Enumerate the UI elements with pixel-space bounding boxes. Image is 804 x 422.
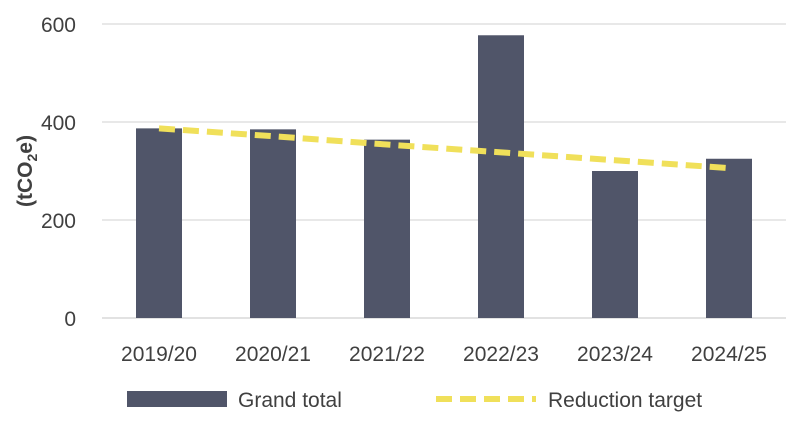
y-tick-label: 600: [41, 14, 76, 37]
x-tick-label: 2023/24: [577, 343, 653, 366]
legend-swatch-grand-total: [127, 391, 227, 407]
gridlines: [102, 23, 786, 319]
x-tick-label: 2021/22: [349, 343, 425, 366]
x-tick-label: 2019/20: [121, 343, 197, 366]
legend-label-grand-total: Grand total: [238, 389, 342, 412]
x-tick-label: 2022/23: [463, 343, 539, 366]
y-axis-label: (tCO2e): [14, 135, 40, 207]
reduction-target-line: [158, 125, 730, 172]
bar: [592, 171, 638, 318]
x-tick-label: 2020/21: [235, 343, 311, 366]
bar: [136, 128, 182, 318]
bar: [706, 158, 752, 318]
bar: [250, 129, 296, 318]
y-tick-label: 200: [41, 210, 76, 233]
legend: Grand total Reduction target: [127, 389, 702, 412]
y-tick-labels: 0 200 400 600: [41, 14, 76, 331]
bar: [478, 35, 524, 319]
y-axis-label-suffix: e): [14, 135, 37, 154]
y-tick-label: 400: [41, 112, 76, 135]
legend-label-reduction-target: Reduction target: [548, 389, 702, 412]
bars: [136, 35, 752, 319]
x-tick-label: 2024/25: [691, 343, 767, 366]
y-axis-label-subscript: 2: [24, 153, 40, 161]
bar: [364, 139, 410, 318]
x-tick-labels: 2019/20 2020/21 2021/22 2022/23 2023/24 2024/…: [121, 343, 767, 366]
y-tick-label: 0: [64, 308, 76, 331]
y-axis-label-prefix: (tCO: [14, 161, 37, 207]
reduction-target-series: [158, 125, 730, 172]
